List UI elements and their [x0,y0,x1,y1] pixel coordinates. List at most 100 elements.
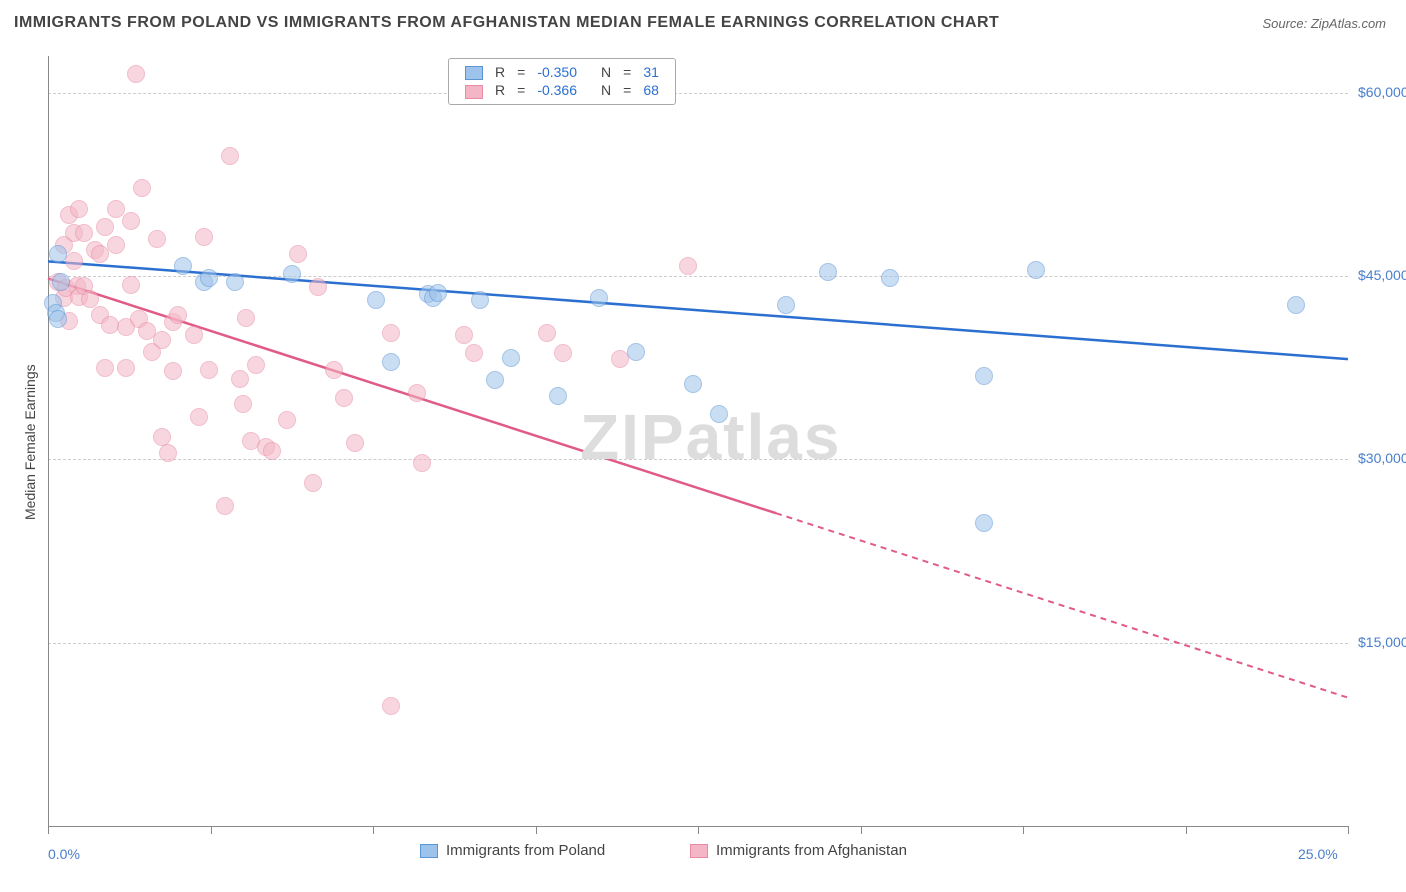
data-point-poland [975,514,993,532]
data-point-poland [549,387,567,405]
data-point-afghan [278,411,296,429]
data-point-afghan [382,697,400,715]
data-point-afghan [465,344,483,362]
data-point-poland [471,291,489,309]
gridline-h [48,643,1348,644]
gridline-h [48,459,1348,460]
data-point-afghan [679,257,697,275]
trendline-dashed-afghan [776,513,1348,697]
data-point-afghan [153,331,171,349]
data-point-afghan [107,236,125,254]
data-point-afghan [234,395,252,413]
legend-R-value-afghan: -0.366 [531,81,583,99]
data-point-poland [502,349,520,367]
data-point-afghan [75,224,93,242]
data-point-poland [367,291,385,309]
data-point-afghan [159,444,177,462]
data-point-poland [49,310,67,328]
data-point-afghan [200,361,218,379]
data-point-afghan [413,454,431,472]
data-point-afghan [346,434,364,452]
data-point-afghan [195,228,213,246]
legend-N-value-afghan: 68 [637,81,665,99]
data-point-afghan [408,384,426,402]
data-point-afghan [169,306,187,324]
legend-swatch-poland [420,844,438,858]
data-point-poland [684,375,702,393]
legend-equals: = [617,81,637,99]
bottom-legend-afghan: Immigrants from Afghanistan [690,842,907,859]
bottom-legend-label-afghan: Immigrants from Afghanistan [716,842,907,859]
data-point-afghan [96,359,114,377]
legend-R-value-poland: -0.350 [531,63,583,81]
y-tick-label: $30,000 [1358,450,1406,466]
x-tick [698,826,699,834]
x-tick [536,826,537,834]
y-axis-label: Median Female Earnings [22,364,38,520]
data-point-afghan [122,212,140,230]
data-point-afghan [216,497,234,515]
data-point-poland [226,273,244,291]
x-tick [1023,826,1024,834]
data-point-afghan [237,309,255,327]
data-point-afghan [304,474,322,492]
y-tick-label: $45,000 [1358,267,1406,283]
data-point-afghan [263,442,281,460]
x-tick [861,826,862,834]
data-point-afghan [335,389,353,407]
data-point-afghan [455,326,473,344]
legend-swatch-poland [465,66,483,80]
data-point-afghan [81,290,99,308]
x-tick [1348,826,1349,834]
data-point-poland [52,273,70,291]
legend-N-value-poland: 31 [637,63,665,81]
data-point-afghan [309,278,327,296]
source-label: Source: ZipAtlas.com [1262,16,1386,31]
data-point-afghan [96,218,114,236]
data-point-afghan [164,362,182,380]
data-point-afghan [190,408,208,426]
data-point-afghan [231,370,249,388]
data-point-poland [881,269,899,287]
data-point-afghan [70,200,88,218]
y-tick-label: $60,000 [1358,84,1406,100]
data-point-poland [590,289,608,307]
data-point-poland [200,269,218,287]
x-tick-label: 0.0% [48,846,80,862]
data-point-poland [429,284,447,302]
data-point-afghan [289,245,307,263]
legend-R-label: R [489,81,511,99]
data-point-poland [819,263,837,281]
x-tick [48,826,49,834]
data-point-afghan [122,276,140,294]
data-point-afghan [538,324,556,342]
data-point-poland [1287,296,1305,314]
data-point-afghan [185,326,203,344]
legend-N-label: N [595,81,617,99]
data-point-poland [382,353,400,371]
bottom-legend-poland: Immigrants from Poland [420,842,605,859]
data-point-poland [777,296,795,314]
data-point-afghan [107,200,125,218]
data-point-afghan [247,356,265,374]
data-point-poland [710,405,728,423]
legend-R-label: R [489,63,511,81]
data-point-poland [975,367,993,385]
y-tick-label: $15,000 [1358,634,1406,650]
data-point-afghan [127,65,145,83]
legend-equals: = [511,81,531,99]
y-axis-line [48,56,49,826]
data-point-poland [283,265,301,283]
data-point-poland [49,245,67,263]
data-point-afghan [382,324,400,342]
data-point-afghan [117,359,135,377]
chart-title: IMMIGRANTS FROM POLAND VS IMMIGRANTS FRO… [14,14,999,32]
data-point-afghan [325,361,343,379]
legend-equals: = [617,63,637,81]
data-point-afghan [65,252,83,270]
legend-swatch-afghan [465,85,483,99]
data-point-afghan [148,230,166,248]
legend-equals: = [511,63,531,81]
x-tick-label: 25.0% [1298,846,1338,862]
data-point-afghan [133,179,151,197]
